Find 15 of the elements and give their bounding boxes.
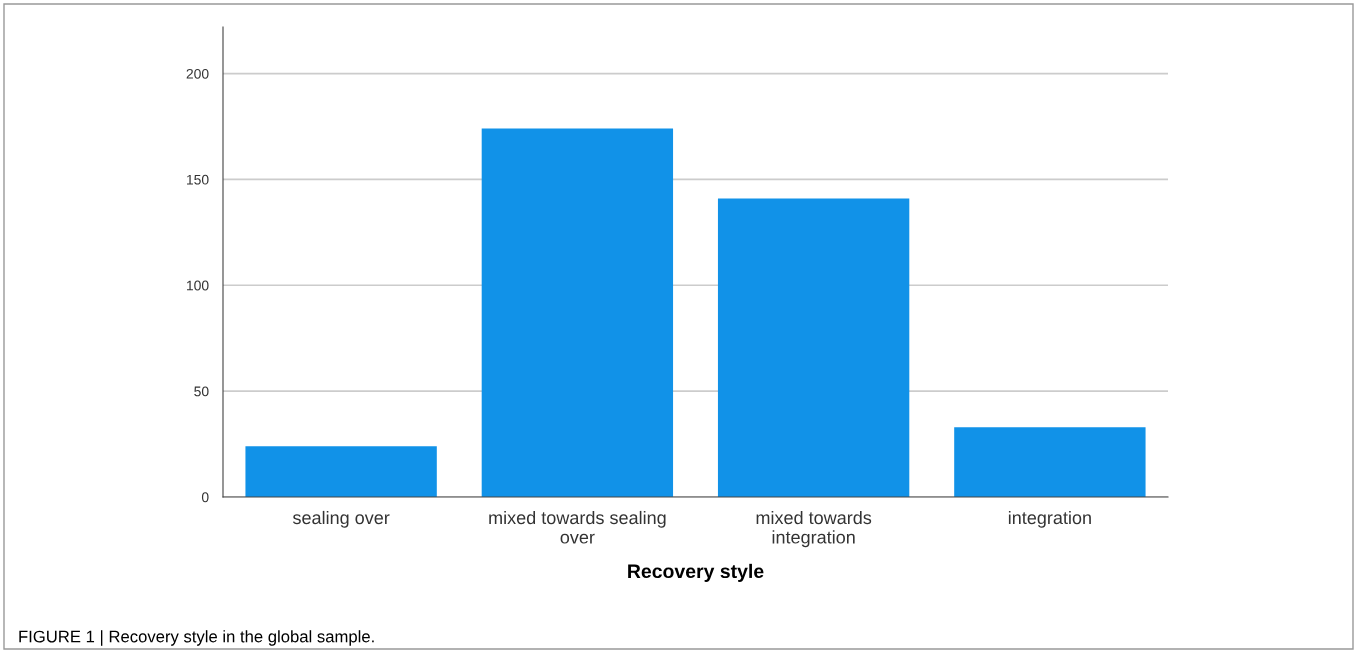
x-tick-label: sealing over [292, 510, 390, 528]
y-tick-label: 0 [201, 492, 209, 503]
bar [481, 128, 674, 497]
y-tick-label: 50 [194, 386, 209, 397]
y-tick-label: 200 [186, 68, 209, 79]
bar [954, 427, 1146, 497]
x-axis-title: Recovery style [628, 563, 764, 582]
y-tick-label: 100 [187, 280, 209, 291]
x-tick-label: integration [1008, 510, 1091, 528]
y-tick-label: 150 [187, 174, 209, 185]
bar [245, 446, 437, 497]
caption: FIGURE 1 | Recovery style in the global sample. [19, 630, 374, 646]
x-tick-label: mixed towards sealing over [489, 510, 666, 544]
x-tick-label: mixed towards integration [756, 510, 872, 548]
bar [717, 198, 910, 497]
